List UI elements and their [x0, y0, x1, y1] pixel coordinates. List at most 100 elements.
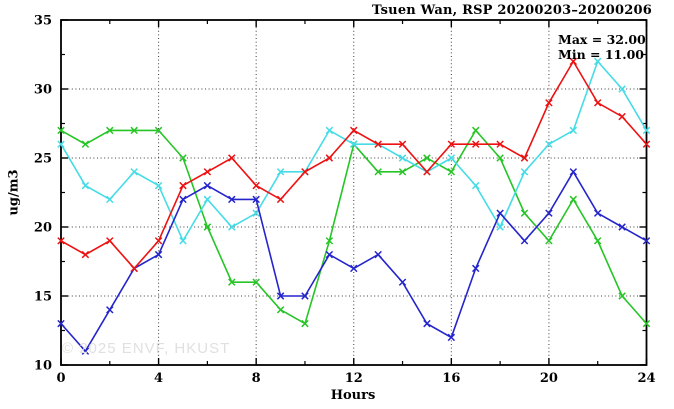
x-tick-label: 20	[540, 371, 558, 386]
data-point-marker	[154, 126, 163, 135]
data-point-marker	[228, 195, 236, 204]
data-point-marker	[203, 181, 212, 190]
data-point-marker	[569, 126, 578, 135]
data-point-marker	[106, 306, 114, 314]
data-point-marker	[154, 250, 163, 259]
data-point-marker	[618, 85, 626, 93]
data-point-marker	[618, 223, 626, 231]
data-point-marker	[81, 181, 90, 190]
data-point-marker	[179, 195, 187, 204]
data-point-marker	[569, 195, 578, 204]
data-point-marker	[203, 195, 212, 204]
data-point-marker	[301, 319, 309, 328]
data-point-marker	[179, 237, 187, 245]
data-point-marker	[57, 237, 65, 245]
data-point-marker	[276, 195, 285, 204]
data-point-marker	[57, 319, 65, 328]
data-point-marker	[471, 264, 480, 273]
data-point-marker	[496, 140, 504, 148]
y-tick-label: 20	[34, 221, 52, 236]
y-tick-label: 35	[34, 14, 52, 29]
data-point-marker	[130, 168, 138, 176]
data-point-marker	[471, 181, 480, 190]
data-point-marker	[325, 126, 334, 135]
data-point-marker	[301, 168, 309, 176]
x-tick-label: 24	[637, 371, 655, 386]
data-point-marker	[447, 140, 456, 148]
data-point-marker	[276, 168, 285, 176]
data-point-marker	[276, 292, 285, 300]
data-point-marker	[252, 181, 260, 190]
plot-frame	[60, 19, 648, 366]
data-point-marker	[350, 264, 358, 273]
data-point-marker	[81, 250, 90, 259]
data-point-marker	[301, 292, 309, 300]
data-point-marker	[325, 154, 334, 162]
series-line-cyan	[60, 59, 648, 243]
data-point-marker	[252, 278, 260, 286]
x-tick-label: 4	[154, 371, 163, 386]
data-point-marker	[57, 140, 65, 148]
y-tick-label: 10	[34, 359, 52, 374]
y-tick-label: 15	[34, 290, 52, 305]
data-point-marker	[569, 168, 578, 176]
data-point-marker	[130, 264, 138, 273]
data-point-marker	[106, 237, 114, 245]
data-point-marker	[545, 237, 553, 245]
data-point-marker	[154, 181, 163, 190]
data-point-marker	[106, 195, 114, 204]
data-point-marker	[374, 250, 382, 259]
max-label: Max = 32.00	[558, 32, 646, 47]
data-point-marker	[423, 168, 431, 176]
data-point-marker	[447, 168, 456, 176]
data-point-marker	[398, 140, 407, 148]
data-point-marker	[642, 319, 651, 328]
data-point-marker	[325, 250, 334, 259]
stats-annotation: Max = 32.00 Min = 11.00	[558, 32, 646, 62]
series-cyan	[57, 57, 651, 245]
data-point-marker	[593, 237, 602, 245]
data-point-marker	[471, 126, 480, 135]
chart-title: Tsuen Wan, RSP 20200203–20200206	[371, 3, 652, 18]
y-tick-label: 25	[34, 152, 52, 167]
data-point-marker	[81, 140, 90, 148]
data-point-marker	[398, 278, 407, 286]
data-point-marker	[130, 126, 138, 135]
data-point-marker	[520, 237, 529, 245]
data-point-marker	[398, 168, 407, 176]
data-point-marker	[81, 347, 90, 355]
data-point-marker	[203, 223, 212, 231]
min-label: Min = 11.00	[558, 47, 644, 62]
data-point-marker	[203, 168, 212, 176]
data-point-marker	[642, 140, 651, 148]
data-point-marker	[496, 209, 504, 217]
y-tick-label: 30	[34, 83, 52, 98]
data-point-marker	[447, 333, 456, 342]
data-point-marker	[154, 237, 163, 245]
data-point-marker	[618, 112, 626, 121]
data-point-marker	[350, 126, 358, 135]
x-tick-label: 16	[442, 371, 460, 386]
data-point-marker	[228, 154, 236, 162]
data-point-marker	[520, 168, 529, 176]
data-point-marker	[325, 237, 334, 245]
data-point-marker	[179, 181, 187, 190]
data-point-marker	[106, 126, 114, 135]
data-point-marker	[179, 154, 187, 162]
data-point-marker	[252, 195, 260, 204]
y-axis-title: ug/m3	[6, 169, 22, 216]
data-point-marker	[545, 99, 553, 107]
data-point-marker	[228, 223, 236, 231]
data-point-marker	[569, 57, 578, 66]
data-point-marker	[252, 209, 260, 217]
data-point-marker	[398, 154, 407, 162]
data-point-marker	[496, 154, 504, 162]
x-tick-label: 12	[345, 371, 363, 386]
watermark: © 2025 ENVF, HKUST	[62, 340, 231, 357]
data-point-marker	[471, 140, 480, 148]
data-point-marker	[642, 237, 651, 245]
data-point-marker	[593, 57, 602, 66]
data-point-marker	[350, 140, 358, 148]
x-axis-title: Hours	[330, 388, 376, 403]
